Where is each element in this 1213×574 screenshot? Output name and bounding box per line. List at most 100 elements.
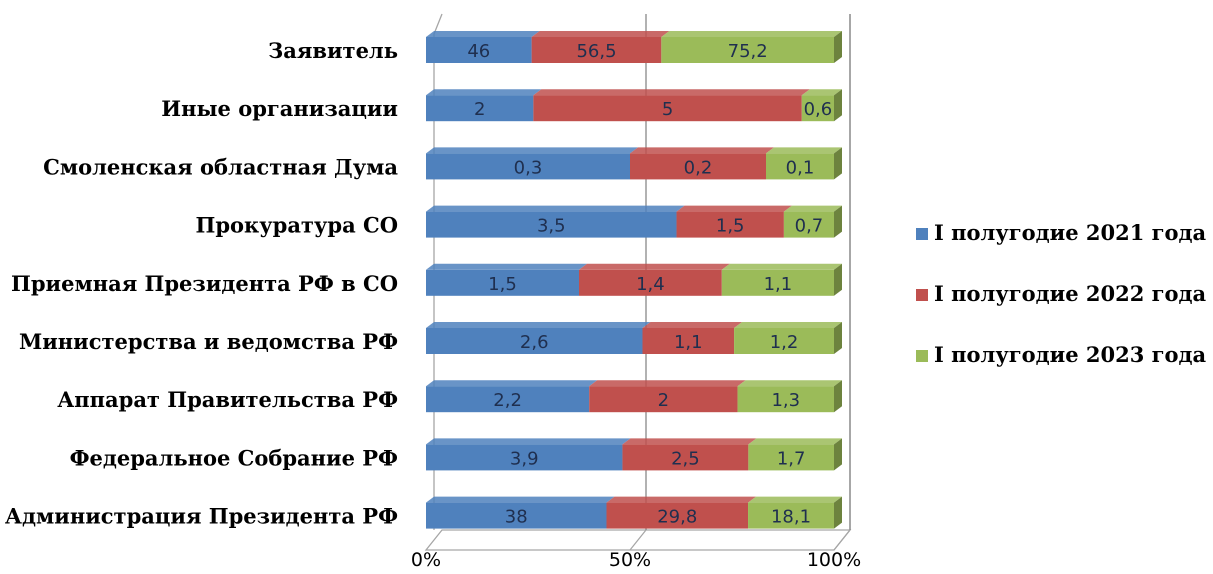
data-label: 2 xyxy=(658,390,669,411)
bar-segment-top xyxy=(606,496,757,503)
bar-segment xyxy=(531,37,662,63)
category-label: Администрация Президента РФ xyxy=(5,504,398,529)
bar-segment-top xyxy=(734,322,842,328)
legend-label: I полугодие 2022 года xyxy=(934,281,1207,306)
category-label: Министерства и ведомства РФ xyxy=(19,329,398,354)
bar-segment-top xyxy=(748,496,842,503)
bar-segment xyxy=(426,211,677,238)
category-label: Прокуратура СО xyxy=(196,213,398,238)
legend-swatch xyxy=(916,289,928,301)
data-label: 0,2 xyxy=(684,157,713,178)
bar-segment-top xyxy=(426,89,542,96)
data-label: 0,6 xyxy=(804,99,833,120)
bar-segment-side xyxy=(834,31,842,63)
bars: 46 56,5 75,2 2 5 0,6 0,3 0,2 0,1 3,5 1,5 0,7 1,5 1,4 1… xyxy=(426,31,842,529)
data-label: 1,7 xyxy=(777,448,806,469)
bar-segment-side xyxy=(834,438,842,471)
bar-segment xyxy=(748,502,834,529)
bar-segment xyxy=(589,386,738,413)
bar-segment xyxy=(426,37,532,63)
bar-segment xyxy=(426,502,607,529)
x-tick-label: 100% xyxy=(807,549,861,571)
data-label: 38 xyxy=(505,507,528,528)
bar-segment xyxy=(426,153,630,180)
data-label: 2 xyxy=(474,99,485,120)
bar-segment xyxy=(766,153,834,180)
bar-segment-top xyxy=(676,205,792,212)
data-label: 75,2 xyxy=(728,41,768,62)
data-label: 18,1 xyxy=(771,507,811,528)
data-label: 3,5 xyxy=(537,216,566,237)
data-label: 1,5 xyxy=(716,216,745,237)
bar-segment xyxy=(426,386,590,413)
bar-segment-top xyxy=(426,205,685,212)
data-label: 1,1 xyxy=(764,274,793,295)
bar-segment xyxy=(606,502,749,529)
data-label: 3,9 xyxy=(510,448,539,469)
bar-segment-top xyxy=(589,380,746,387)
data-label: 1,2 xyxy=(770,332,799,353)
bar-segment-top xyxy=(622,438,757,445)
floor-gridline xyxy=(833,529,851,551)
data-label: 1,3 xyxy=(771,390,800,411)
bar-segment xyxy=(426,95,534,122)
data-label: 1,1 xyxy=(674,332,703,353)
bar-segment-top xyxy=(801,89,842,96)
bar-segment xyxy=(801,95,834,122)
bar-segment-top xyxy=(748,438,842,445)
bar-segment xyxy=(579,269,722,296)
bar-segment xyxy=(630,153,766,180)
bar-segment-side xyxy=(834,263,842,296)
legend-swatch xyxy=(916,228,928,240)
category-labels: Заявитель Иные организации Смоленская обла… xyxy=(5,38,398,529)
data-label: 56,5 xyxy=(576,41,616,62)
bar-segment xyxy=(748,444,834,471)
bar-segment-top xyxy=(737,380,842,387)
bar-segment xyxy=(783,211,834,238)
category-label: Заявитель xyxy=(268,38,398,63)
bar-segment-top xyxy=(531,31,670,37)
bar-segment-top xyxy=(783,205,842,212)
bar-segment-side xyxy=(834,89,842,122)
bar-segment-side xyxy=(834,205,842,238)
bar-segment-top xyxy=(533,89,810,96)
bar-segment-top xyxy=(766,147,842,154)
bar-segment-top xyxy=(721,263,842,270)
floor-gridline xyxy=(629,529,647,551)
bar-segment-side xyxy=(834,147,842,180)
bar-segment-top xyxy=(661,31,842,37)
category-label: Федеральное Собрание РФ xyxy=(70,445,398,470)
bar-segment xyxy=(642,328,735,354)
bar-segment-top xyxy=(426,438,631,445)
data-label: 0,1 xyxy=(786,157,815,178)
bar-segment xyxy=(734,328,834,354)
data-label: 0,7 xyxy=(795,216,824,237)
bar-segment-side xyxy=(834,322,842,354)
x-tick-label: 50% xyxy=(609,549,651,571)
data-label: 5 xyxy=(662,99,673,120)
data-label: 2,6 xyxy=(520,332,549,353)
bar-segment xyxy=(533,95,802,122)
bar-segment-side xyxy=(834,380,842,413)
category-label: Смоленская областная Дума xyxy=(43,154,398,179)
data-label: 1,5 xyxy=(488,274,517,295)
bar-segment-top xyxy=(426,322,651,328)
data-label: 29,8 xyxy=(657,507,697,528)
legend-swatch xyxy=(916,350,928,362)
bar-segment-top xyxy=(426,147,638,154)
data-label: 1,4 xyxy=(636,274,665,295)
legend: I полугодие 2021 года I полугодие 2022 го… xyxy=(916,220,1207,367)
category-label: Аппарат Правительства РФ xyxy=(57,387,398,412)
data-label: 46 xyxy=(467,41,490,62)
bar-segment xyxy=(721,269,834,296)
bar-segment xyxy=(737,386,834,413)
bar-segment-top xyxy=(426,496,615,503)
bar-segment xyxy=(426,269,579,296)
data-label: 2,2 xyxy=(493,390,522,411)
bar-segment-side xyxy=(834,496,842,529)
bar-segment xyxy=(426,328,643,354)
legend-label: I полугодие 2023 года xyxy=(934,342,1207,367)
category-label: Иные организации xyxy=(161,96,398,121)
category-label: Приемная Президента РФ в СО xyxy=(11,271,398,296)
